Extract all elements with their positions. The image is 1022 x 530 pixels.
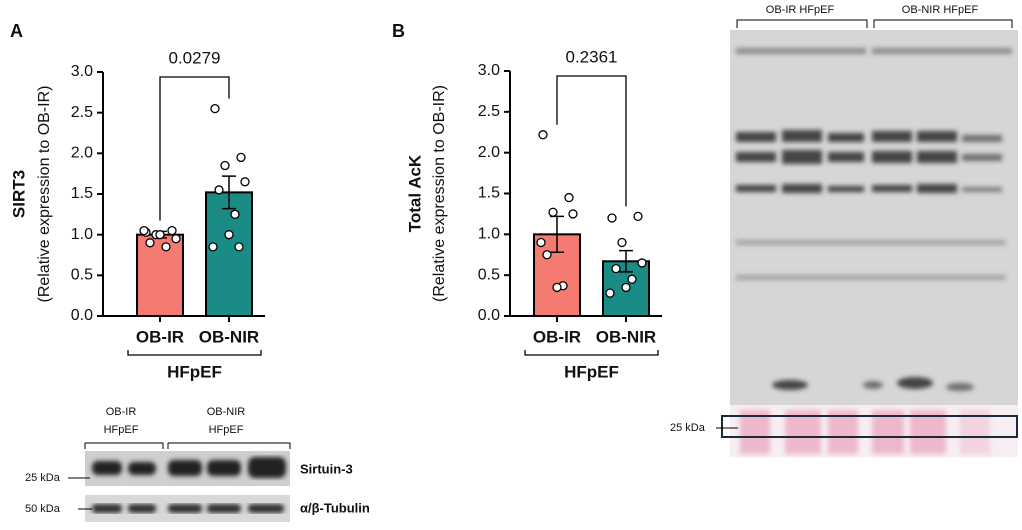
data-point [236,152,246,163]
data-point [611,263,621,274]
data-point [171,234,181,244]
data-point [155,230,165,240]
y-tick-label: 1.0 [478,226,500,243]
p-value: 0.0279 [169,48,221,67]
panel-label: A [10,21,23,41]
data-point [210,103,220,114]
data-point [637,258,647,268]
x-tick-label: OB-NIR [199,327,259,346]
y-axis-subtitle: (Relative expression to OB-IR) [431,85,448,302]
protein-label: Sirtuin-3 [300,461,353,476]
kda-marker: 25 kDa [25,472,61,484]
y-tick-label: 1.0 [71,226,93,243]
y-tick-label: 0.0 [71,307,93,324]
data-point [564,192,574,203]
bar [136,233,184,318]
y-tick-label: 0.5 [478,266,500,283]
y-tick-label: 1.5 [71,185,93,202]
error-bar [222,175,236,210]
blot-group: OB-IR [106,406,137,418]
data-point [633,211,643,222]
y-tick-label: 2.5 [478,103,500,120]
group-bracket [524,350,659,356]
data-point [139,225,149,236]
data-point [208,242,218,252]
y-axis-title: Total AcK [405,154,424,232]
error-bar [619,249,633,273]
y-axis-subtitle: (Relative expression to OB-IR) [36,86,53,303]
data-point [161,242,171,252]
x-tick-label: OB-IR [136,327,184,346]
blot-group: OB-IR HFpEF [766,4,835,16]
data-point [542,250,552,260]
data-point [224,230,234,240]
y-tick-label: 3.0 [478,62,500,79]
data-point [230,209,240,219]
group-label: HFpEF [564,362,619,381]
group-label: HFpEF [167,362,222,381]
y-tick-label: 0.0 [478,307,500,324]
x-tick-label: OB-IR [533,327,581,346]
data-point [167,225,177,236]
blot-group: HFpEF [209,424,244,436]
y-tick-label: 2.5 [71,104,93,121]
data-point [605,288,615,298]
blot-group: OB-NIR [207,406,246,418]
y-tick-label: 0.5 [71,267,93,284]
bar [205,191,253,317]
blot-b: OB-IR HFpEF OB-NIR HFpEF 25 kDa [670,4,1018,457]
y-tick-label: 2.0 [71,145,93,162]
data-point [627,274,637,284]
data-point [568,209,578,219]
significance-bracket [556,75,627,207]
y-axis-title: SIRT3 [9,170,28,218]
p-value: 0.2361 [566,47,618,66]
y-tick-label: 1.5 [478,185,500,202]
data-point [234,242,244,252]
data-point [538,130,548,140]
kda-marker: 25 kDa [670,422,706,434]
data-point [145,238,155,248]
y-tick-label: 3.0 [71,63,93,80]
protein-label: α/β-Tubulin [300,500,370,515]
y-tick-label: 2.0 [478,144,500,161]
significance-bracket [159,76,230,221]
data-point [621,282,631,293]
blot-a: OB-IR HFpEF OB-NIR HFpEF 25 kDa 50 kDa S… [25,406,370,522]
data-point [617,237,627,248]
group-bracket [127,350,262,356]
data-point [214,185,224,195]
data-point [552,282,562,293]
data-point [536,237,546,248]
data-point [607,213,617,223]
blot-group: HFpEF [104,424,139,436]
data-point [220,160,230,171]
kda-marker: 50 kDa [25,503,61,515]
x-tick-label: OB-NIR [596,327,656,346]
blot-group: OB-NIR HFpEF [902,4,979,16]
data-point [548,207,558,217]
data-point [240,177,250,187]
panel-label: B [392,21,405,41]
